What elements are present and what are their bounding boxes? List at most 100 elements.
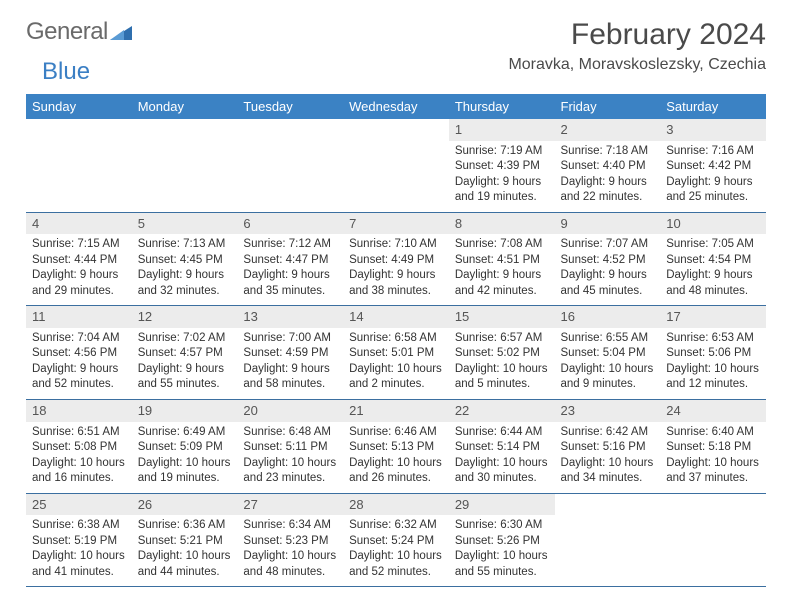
calendar-day-cell: .. [237,119,343,212]
day-number: 3 [660,119,766,141]
day-details: Sunrise: 6:42 AMSunset: 5:16 PMDaylight:… [555,422,661,493]
calendar-day-cell: 28Sunrise: 6:32 AMSunset: 5:24 PMDayligh… [343,493,449,587]
calendar-day-cell: .. [555,493,661,587]
calendar-day-cell: 9Sunrise: 7:07 AMSunset: 4:52 PMDaylight… [555,212,661,306]
weekday-header: Sunday [26,94,132,119]
day-details: Sunrise: 7:08 AMSunset: 4:51 PMDaylight:… [449,234,555,305]
day-details: Sunrise: 6:44 AMSunset: 5:14 PMDaylight:… [449,422,555,493]
calendar-day-cell: 26Sunrise: 6:36 AMSunset: 5:21 PMDayligh… [132,493,238,587]
calendar-day-cell: 29Sunrise: 6:30 AMSunset: 5:26 PMDayligh… [449,493,555,587]
day-details: Sunrise: 6:58 AMSunset: 5:01 PMDaylight:… [343,328,449,399]
calendar-day-cell: 24Sunrise: 6:40 AMSunset: 5:18 PMDayligh… [660,399,766,493]
day-details: Sunrise: 6:51 AMSunset: 5:08 PMDaylight:… [26,422,132,493]
day-details: Sunrise: 7:19 AMSunset: 4:39 PMDaylight:… [449,141,555,212]
calendar-day-cell: 4Sunrise: 7:15 AMSunset: 4:44 PMDaylight… [26,212,132,306]
day-details: Sunrise: 6:40 AMSunset: 5:18 PMDaylight:… [660,422,766,493]
day-number: 23 [555,400,661,422]
weekday-header: Friday [555,94,661,119]
calendar-day-cell: 10Sunrise: 7:05 AMSunset: 4:54 PMDayligh… [660,212,766,306]
title-block: February 2024 Moravka, Moravskoslezsky, … [508,18,766,74]
calendar-day-cell: 19Sunrise: 6:49 AMSunset: 5:09 PMDayligh… [132,399,238,493]
logo-word-blue: Blue [42,58,90,85]
weekday-header: Tuesday [237,94,343,119]
day-details: Sunrise: 7:05 AMSunset: 4:54 PMDaylight:… [660,234,766,305]
day-details: Sunrise: 6:53 AMSunset: 5:06 PMDaylight:… [660,328,766,399]
calendar-day-cell: 20Sunrise: 6:48 AMSunset: 5:11 PMDayligh… [237,399,343,493]
day-number: 24 [660,400,766,422]
day-number: 21 [343,400,449,422]
day-number: 18 [26,400,132,422]
day-number: 6 [237,213,343,235]
day-details: Sunrise: 7:07 AMSunset: 4:52 PMDaylight:… [555,234,661,305]
weekday-header: Wednesday [343,94,449,119]
calendar-day-cell: 21Sunrise: 6:46 AMSunset: 5:13 PMDayligh… [343,399,449,493]
day-details: Sunrise: 7:04 AMSunset: 4:56 PMDaylight:… [26,328,132,399]
day-details: Sunrise: 7:15 AMSunset: 4:44 PMDaylight:… [26,234,132,305]
day-number: 17 [660,306,766,328]
calendar-day-cell: .. [26,119,132,212]
calendar-day-cell: 18Sunrise: 6:51 AMSunset: 5:08 PMDayligh… [26,399,132,493]
weekday-header: Monday [132,94,238,119]
day-details: Sunrise: 6:49 AMSunset: 5:09 PMDaylight:… [132,422,238,493]
day-number: 9 [555,213,661,235]
day-details: Sunrise: 6:34 AMSunset: 5:23 PMDaylight:… [237,515,343,586]
day-details: Sunrise: 7:18 AMSunset: 4:40 PMDaylight:… [555,141,661,212]
day-number: 28 [343,494,449,516]
weekday-header: Thursday [449,94,555,119]
day-number: 27 [237,494,343,516]
logo-triangle-icon [110,24,132,42]
day-number: 10 [660,213,766,235]
calendar-week-row: 25Sunrise: 6:38 AMSunset: 5:19 PMDayligh… [26,493,766,587]
calendar-day-cell: 23Sunrise: 6:42 AMSunset: 5:16 PMDayligh… [555,399,661,493]
calendar-day-cell: .. [132,119,238,212]
calendar-day-cell: 25Sunrise: 6:38 AMSunset: 5:19 PMDayligh… [26,493,132,587]
day-number: 19 [132,400,238,422]
calendar-week-row: 11Sunrise: 7:04 AMSunset: 4:56 PMDayligh… [26,306,766,400]
day-details: Sunrise: 6:38 AMSunset: 5:19 PMDaylight:… [26,515,132,586]
calendar-day-cell: 14Sunrise: 6:58 AMSunset: 5:01 PMDayligh… [343,306,449,400]
day-number: 16 [555,306,661,328]
calendar-day-cell: 2Sunrise: 7:18 AMSunset: 4:40 PMDaylight… [555,119,661,212]
calendar-day-cell: 7Sunrise: 7:10 AMSunset: 4:49 PMDaylight… [343,212,449,306]
day-number: 12 [132,306,238,328]
calendar-day-cell: 15Sunrise: 6:57 AMSunset: 5:02 PMDayligh… [449,306,555,400]
logo-word-general: General [26,18,108,46]
calendar-day-cell: 3Sunrise: 7:16 AMSunset: 4:42 PMDaylight… [660,119,766,212]
day-number: 22 [449,400,555,422]
day-number: 20 [237,400,343,422]
weekday-header-row: SundayMondayTuesdayWednesdayThursdayFrid… [26,94,766,119]
calendar-week-row: 4Sunrise: 7:15 AMSunset: 4:44 PMDaylight… [26,212,766,306]
calendar-day-cell: .. [343,119,449,212]
calendar-week-row: 18Sunrise: 6:51 AMSunset: 5:08 PMDayligh… [26,399,766,493]
day-details: Sunrise: 6:30 AMSunset: 5:26 PMDaylight:… [449,515,555,586]
day-details: Sunrise: 7:12 AMSunset: 4:47 PMDaylight:… [237,234,343,305]
day-number: 5 [132,213,238,235]
day-details: Sunrise: 6:57 AMSunset: 5:02 PMDaylight:… [449,328,555,399]
day-number: 15 [449,306,555,328]
calendar-day-cell: 17Sunrise: 6:53 AMSunset: 5:06 PMDayligh… [660,306,766,400]
day-details: Sunrise: 7:16 AMSunset: 4:42 PMDaylight:… [660,141,766,212]
calendar-day-cell: 12Sunrise: 7:02 AMSunset: 4:57 PMDayligh… [132,306,238,400]
day-number: 25 [26,494,132,516]
day-number: 29 [449,494,555,516]
day-details: Sunrise: 7:10 AMSunset: 4:49 PMDaylight:… [343,234,449,305]
calendar-day-cell: 1Sunrise: 7:19 AMSunset: 4:39 PMDaylight… [449,119,555,212]
logo: General [26,18,132,46]
day-number: 8 [449,213,555,235]
day-number: 13 [237,306,343,328]
calendar-day-cell: 13Sunrise: 7:00 AMSunset: 4:59 PMDayligh… [237,306,343,400]
calendar-day-cell: 5Sunrise: 7:13 AMSunset: 4:45 PMDaylight… [132,212,238,306]
day-number: 1 [449,119,555,141]
day-details: Sunrise: 6:32 AMSunset: 5:24 PMDaylight:… [343,515,449,586]
day-number: 2 [555,119,661,141]
calendar-day-cell: 8Sunrise: 7:08 AMSunset: 4:51 PMDaylight… [449,212,555,306]
day-details: Sunrise: 6:46 AMSunset: 5:13 PMDaylight:… [343,422,449,493]
day-number: 4 [26,213,132,235]
day-details: Sunrise: 6:48 AMSunset: 5:11 PMDaylight:… [237,422,343,493]
calendar-day-cell: 27Sunrise: 6:34 AMSunset: 5:23 PMDayligh… [237,493,343,587]
day-details: Sunrise: 7:13 AMSunset: 4:45 PMDaylight:… [132,234,238,305]
calendar-day-cell: 16Sunrise: 6:55 AMSunset: 5:04 PMDayligh… [555,306,661,400]
day-details: Sunrise: 6:36 AMSunset: 5:21 PMDaylight:… [132,515,238,586]
day-number: 14 [343,306,449,328]
day-number: 11 [26,306,132,328]
